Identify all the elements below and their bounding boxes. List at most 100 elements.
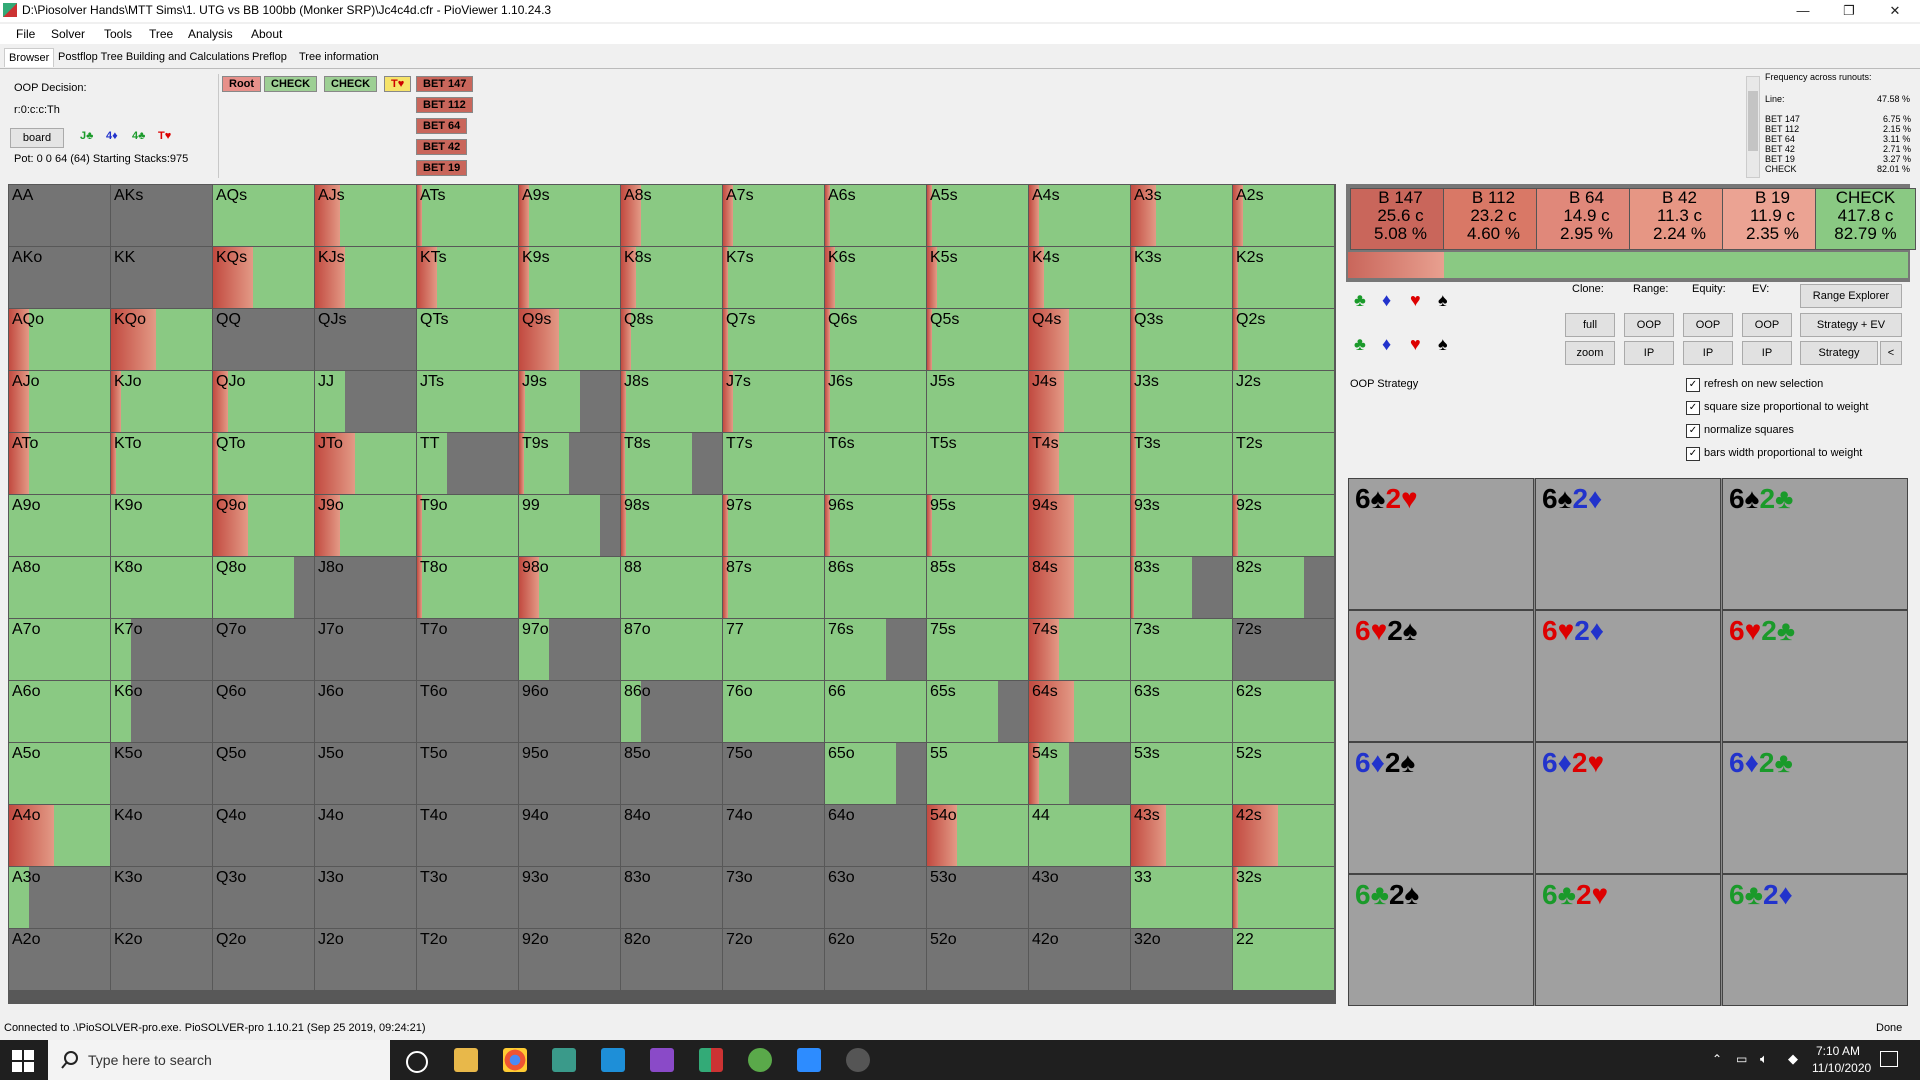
hand-cell[interactable]: 32o (1131, 929, 1232, 990)
hand-cell[interactable]: T9s (519, 433, 620, 494)
hand-cell[interactable]: 42o (1029, 929, 1130, 990)
hand-cell[interactable]: 62o (825, 929, 926, 990)
hand-cell[interactable]: A4s (1029, 185, 1130, 246)
hand-cell[interactable]: T2s (1233, 433, 1334, 494)
zoom-app-icon[interactable] (797, 1048, 821, 1072)
hand-cell[interactable]: 97s (723, 495, 824, 556)
combo-cell[interactable]: 6♣2♠ (1348, 874, 1534, 1006)
hand-cell[interactable]: KJs (315, 247, 416, 308)
hand-cell[interactable]: 92s (1233, 495, 1334, 556)
hand-cell[interactable]: Q4s (1029, 309, 1130, 370)
hand-cell[interactable]: KQo (111, 309, 212, 370)
hand-cell[interactable]: A5s (927, 185, 1028, 246)
hand-cell[interactable]: T6o (417, 681, 518, 742)
hand-cell[interactable]: AKs (111, 185, 212, 246)
hand-cell[interactable]: T4s (1029, 433, 1130, 494)
volume-icon[interactable]: 🔈︎ (1760, 1051, 1768, 1066)
hand-cell[interactable]: T7o (417, 619, 518, 680)
hand-cell[interactable]: K6s (825, 247, 926, 308)
spade-filter-icon[interactable]: ♠ (1438, 334, 1448, 354)
hand-cell[interactable]: A4o (9, 805, 110, 866)
range-oop-button[interactable]: OOP (1624, 313, 1674, 337)
hand-cell[interactable]: T9o (417, 495, 518, 556)
menu-tree[interactable]: Tree (149, 27, 174, 41)
heart-filter-icon[interactable]: ♥ (1410, 334, 1421, 354)
summary-bet-112[interactable]: B 112 23.2 c 4.60 % (1443, 188, 1544, 250)
hand-cell[interactable]: J8o (315, 557, 416, 618)
hand-cell[interactable]: AQs (213, 185, 314, 246)
hand-cell[interactable]: J5s (927, 371, 1028, 432)
hand-cell[interactable]: JTo (315, 433, 416, 494)
board-button[interactable]: board (10, 128, 64, 148)
hand-cell[interactable]: T5s (927, 433, 1028, 494)
hand-cell[interactable]: A6s (825, 185, 926, 246)
hand-cell[interactable]: 85s (927, 557, 1028, 618)
hand-cell[interactable]: Q2o (213, 929, 314, 990)
media-app-icon[interactable] (650, 1048, 674, 1072)
combo-cell[interactable]: 6♦2♠ (1348, 742, 1534, 874)
hand-cell[interactable]: 65o (825, 743, 926, 804)
hand-cell[interactable]: 98o (519, 557, 620, 618)
hand-cell[interactable]: 54s (1029, 743, 1130, 804)
club-filter-icon[interactable]: ♣ (1354, 334, 1366, 354)
hand-cell[interactable]: A5o (9, 743, 110, 804)
hand-cell[interactable]: 52s (1233, 743, 1334, 804)
hand-cell[interactable]: A8s (621, 185, 722, 246)
hand-cell[interactable]: Q5o (213, 743, 314, 804)
hand-cell[interactable]: A7s (723, 185, 824, 246)
hand-cell[interactable]: 66 (825, 681, 926, 742)
tab-preflop[interactable]: Preflop (252, 51, 287, 63)
hand-cell[interactable]: 75s (927, 619, 1028, 680)
hand-cell[interactable]: T4o (417, 805, 518, 866)
hand-cell[interactable]: Q6s (825, 309, 926, 370)
hand-cell[interactable]: 73o (723, 867, 824, 928)
hand-cell[interactable]: K9s (519, 247, 620, 308)
action-bet-64[interactable]: BET 64 (416, 118, 468, 134)
hand-cell[interactable]: 93o (519, 867, 620, 928)
dropbox-icon[interactable]: ◆ (1788, 1051, 1798, 1066)
action-bet-147[interactable]: BET 147 (416, 76, 474, 92)
hand-cell[interactable]: QJs (315, 309, 416, 370)
clock-date[interactable]: 11/10/2020 (1812, 1061, 1872, 1075)
checkbox-square-size[interactable]: ✓ (1686, 401, 1700, 415)
hand-cell[interactable]: 95s (927, 495, 1028, 556)
hand-cell[interactable]: ATs (417, 185, 518, 246)
hand-cell[interactable]: K3o (111, 867, 212, 928)
hand-cell[interactable]: 84o (621, 805, 722, 866)
hand-cell[interactable]: 88 (621, 557, 722, 618)
hand-cell[interactable]: K4s (1029, 247, 1130, 308)
zoom-button[interactable]: zoom (1565, 341, 1615, 365)
hand-cell[interactable]: J2s (1233, 371, 1334, 432)
hand-cell[interactable]: J6s (825, 371, 926, 432)
windows-start-icon[interactable] (12, 1050, 34, 1072)
hand-cell[interactable]: 97o (519, 619, 620, 680)
terminal-icon[interactable] (552, 1048, 576, 1072)
hand-cell[interactable]: K8s (621, 247, 722, 308)
hand-cell[interactable]: AQo (9, 309, 110, 370)
combo-cell[interactable]: 6♥2♦ (1535, 610, 1721, 742)
range-ip-button[interactable]: IP (1624, 341, 1674, 365)
hand-cell[interactable]: T2o (417, 929, 518, 990)
hand-cell[interactable]: A3o (9, 867, 110, 928)
hand-cell[interactable]: 75o (723, 743, 824, 804)
hand-cell[interactable]: KQs (213, 247, 314, 308)
hand-cell[interactable]: AA (9, 185, 110, 246)
hand-cell[interactable]: QTo (213, 433, 314, 494)
strategy-ev-button[interactable]: Strategy + EV (1800, 313, 1902, 337)
hand-cell[interactable]: AJs (315, 185, 416, 246)
menu-about[interactable]: About (251, 27, 283, 41)
hand-cell[interactable]: K5s (927, 247, 1028, 308)
hand-cell[interactable]: J3s (1131, 371, 1232, 432)
hand-cell[interactable]: 53s (1131, 743, 1232, 804)
hand-cell[interactable]: 74o (723, 805, 824, 866)
hand-cell[interactable]: Q3o (213, 867, 314, 928)
combo-cell[interactable]: 6♣2♥ (1535, 874, 1721, 1006)
hand-cell[interactable]: 55 (927, 743, 1028, 804)
equity-ip-button[interactable]: IP (1683, 341, 1733, 365)
hand-cell[interactable]: 64o (825, 805, 926, 866)
hand-cell[interactable]: Q3s (1131, 309, 1232, 370)
hand-cell[interactable]: J5o (315, 743, 416, 804)
hand-cell[interactable]: 94s (1029, 495, 1130, 556)
freq-scrollbar-thumb[interactable] (1748, 91, 1758, 151)
hand-cell[interactable]: J7o (315, 619, 416, 680)
